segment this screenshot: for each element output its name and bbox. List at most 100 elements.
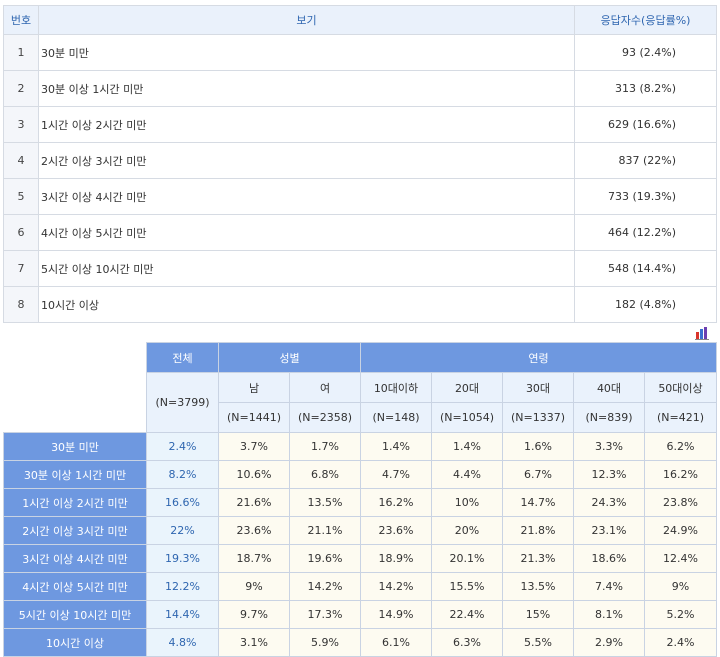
survey-row: 4 2시간 이상 3시간 미만 837 (22%) bbox=[3, 142, 717, 179]
row-value: 14.7% bbox=[502, 488, 574, 517]
row-total: 19.3% bbox=[146, 544, 219, 573]
group-gender-header: 성별 bbox=[218, 342, 361, 373]
row-value: 12.4% bbox=[644, 544, 717, 573]
row-value: 18.6% bbox=[573, 544, 645, 573]
row-value: 9% bbox=[644, 572, 717, 601]
row-value: 5.2% bbox=[644, 600, 717, 629]
option-label: 4시간 이상 5시간 미만 bbox=[38, 214, 575, 251]
option-result: 313 (8.2%) bbox=[574, 70, 717, 107]
group-total-header: 전체 bbox=[146, 342, 219, 373]
row-value: 22.4% bbox=[431, 600, 503, 629]
age-n: (N=1054) bbox=[431, 402, 503, 433]
row-value: 4.7% bbox=[360, 460, 432, 489]
crosstab-row: 2시간 이상 3시간 미만 22% 23.6% 21.1% 23.6% 20% 21.8% 2… bbox=[3, 516, 717, 545]
header-no: 번호 bbox=[3, 5, 39, 35]
row-value: 3.1% bbox=[218, 628, 290, 657]
row-value: 1.6% bbox=[502, 432, 574, 461]
option-label: 3시간 이상 4시간 미만 bbox=[38, 178, 575, 215]
row-label: 1시간 이상 2시간 미만 bbox=[3, 488, 147, 517]
row-value: 18.9% bbox=[360, 544, 432, 573]
row-value: 16.2% bbox=[360, 488, 432, 517]
survey-header-row: 번호 보기 응답자수(응답률%) bbox=[3, 5, 717, 35]
gender-n: (N=2358) bbox=[289, 402, 361, 433]
row-value: 14.2% bbox=[289, 572, 361, 601]
row-value: 24.9% bbox=[644, 516, 717, 545]
age-label: 30대 bbox=[502, 372, 574, 403]
row-value: 12.3% bbox=[573, 460, 645, 489]
row-value: 20.1% bbox=[431, 544, 503, 573]
option-number: 7 bbox=[3, 250, 39, 287]
row-value: 2.9% bbox=[573, 628, 645, 657]
age-label: 40대 bbox=[573, 372, 645, 403]
row-label: 5시간 이상 10시간 미만 bbox=[3, 600, 147, 629]
row-value: 21.6% bbox=[218, 488, 290, 517]
crosstab-row: 30분 이상 1시간 미만 8.2% 10.6% 6.8% 4.7% 4.4% 6.7% 12… bbox=[3, 460, 717, 489]
row-total: 4.8% bbox=[146, 628, 219, 657]
row-value: 21.8% bbox=[502, 516, 574, 545]
option-result: 93 (2.4%) bbox=[574, 34, 717, 71]
survey-row: 5 3시간 이상 4시간 미만 733 (19.3%) bbox=[3, 178, 717, 215]
crosstab-row: 30분 미만 2.4% 3.7% 1.7% 1.4% 1.4% 1.6% 3.3% 6.2% bbox=[3, 432, 717, 461]
row-value: 3.7% bbox=[218, 432, 290, 461]
crosstab-corner bbox=[3, 342, 147, 433]
age-label: 20대 bbox=[431, 372, 503, 403]
option-number: 4 bbox=[3, 142, 39, 179]
survey-row: 3 1시간 이상 2시간 미만 629 (16.6%) bbox=[3, 106, 717, 143]
option-result: 548 (14.4%) bbox=[574, 250, 717, 287]
row-value: 6.8% bbox=[289, 460, 361, 489]
option-number: 1 bbox=[3, 34, 39, 71]
total-n: (N=3799) bbox=[146, 372, 219, 433]
gender-n: (N=1441) bbox=[218, 402, 290, 433]
row-value: 23.6% bbox=[360, 516, 432, 545]
row-label: 2시간 이상 3시간 미만 bbox=[3, 516, 147, 545]
row-value: 23.1% bbox=[573, 516, 645, 545]
row-value: 21.3% bbox=[502, 544, 574, 573]
survey-row: 8 10시간 이상 182 (4.8%) bbox=[3, 286, 717, 323]
row-value: 19.6% bbox=[289, 544, 361, 573]
row-value: 18.7% bbox=[218, 544, 290, 573]
row-total: 8.2% bbox=[146, 460, 219, 489]
header-option: 보기 bbox=[38, 5, 575, 35]
age-label: 50대이상 bbox=[644, 372, 717, 403]
survey-row: 1 30분 미만 93 (2.4%) bbox=[3, 34, 717, 71]
row-value: 9.7% bbox=[218, 600, 290, 629]
row-value: 3.3% bbox=[573, 432, 645, 461]
row-total: 2.4% bbox=[146, 432, 219, 461]
row-value: 6.7% bbox=[502, 460, 574, 489]
option-number: 6 bbox=[3, 214, 39, 251]
row-value: 4.4% bbox=[431, 460, 503, 489]
row-total: 12.2% bbox=[146, 572, 219, 601]
crosstab-row: 3시간 이상 4시간 미만 19.3% 18.7% 19.6% 18.9% 20.1% 21… bbox=[3, 544, 717, 573]
option-label: 2시간 이상 3시간 미만 bbox=[38, 142, 575, 179]
survey-results-table: 번호 보기 응답자수(응답률%) 1 30분 미만 93 (2.4%) 2 30분 이상… bbox=[3, 5, 717, 323]
row-value: 6.3% bbox=[431, 628, 503, 657]
option-number: 3 bbox=[3, 106, 39, 143]
row-total: 22% bbox=[146, 516, 219, 545]
row-value: 5.9% bbox=[289, 628, 361, 657]
age-n: (N=421) bbox=[644, 402, 717, 433]
survey-row: 7 5시간 이상 10시간 미만 548 (14.4%) bbox=[3, 250, 717, 287]
row-value: 2.4% bbox=[644, 628, 717, 657]
row-value: 24.3% bbox=[573, 488, 645, 517]
bar-chart-icon[interactable] bbox=[694, 326, 710, 340]
crosstab-row: 1시간 이상 2시간 미만 16.6% 21.6% 13.5% 16.2% 10% 14.7… bbox=[3, 488, 717, 517]
survey-row: 2 30분 이상 1시간 미만 313 (8.2%) bbox=[3, 70, 717, 107]
option-result: 629 (16.6%) bbox=[574, 106, 717, 143]
option-label: 30분 이상 1시간 미만 bbox=[38, 70, 575, 107]
row-value: 5.5% bbox=[502, 628, 574, 657]
option-result: 464 (12.2%) bbox=[574, 214, 717, 251]
row-value: 13.5% bbox=[289, 488, 361, 517]
row-label: 4시간 이상 5시간 미만 bbox=[3, 572, 147, 601]
row-label: 3시간 이상 4시간 미만 bbox=[3, 544, 147, 573]
row-label: 30분 이상 1시간 미만 bbox=[3, 460, 147, 489]
row-value: 6.1% bbox=[360, 628, 432, 657]
row-value: 1.4% bbox=[431, 432, 503, 461]
row-value: 13.5% bbox=[502, 572, 574, 601]
option-label: 5시간 이상 10시간 미만 bbox=[38, 250, 575, 287]
row-value: 10.6% bbox=[218, 460, 290, 489]
row-total: 16.6% bbox=[146, 488, 219, 517]
row-value: 15.5% bbox=[431, 572, 503, 601]
crosstab-row: 10시간 이상 4.8% 3.1% 5.9% 6.1% 6.3% 5.5% 2.9% 2.4% bbox=[3, 628, 717, 657]
group-age-header: 연령 bbox=[360, 342, 717, 373]
row-value: 14.2% bbox=[360, 572, 432, 601]
